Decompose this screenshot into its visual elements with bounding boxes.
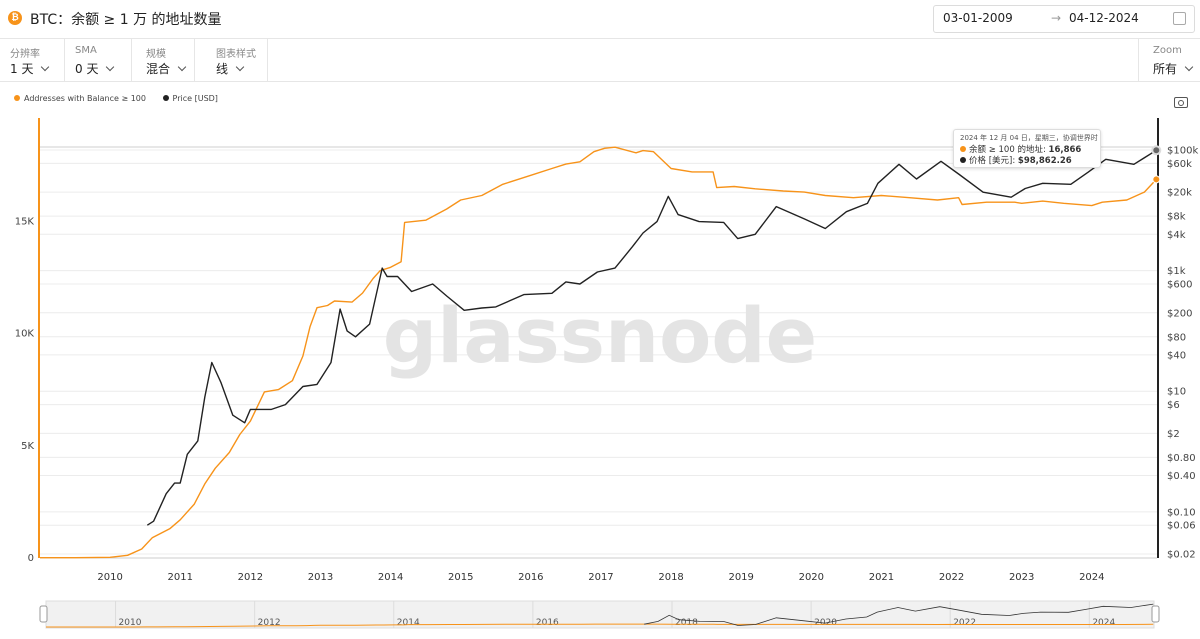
bitcoin-icon: ₿ bbox=[8, 11, 22, 25]
y-right-tick-label: $100k bbox=[1167, 146, 1198, 157]
arrow-right-icon: → bbox=[1051, 11, 1062, 25]
zoom-select[interactable]: Zoom 所有 bbox=[1138, 39, 1200, 81]
resolution-value[interactable]: 1 天 bbox=[10, 60, 50, 77]
date-to[interactable]: 04-12-2024 bbox=[1069, 11, 1139, 25]
y-right-tick-label: $0.02 bbox=[1167, 550, 1196, 561]
zoom-value[interactable]: 所有 bbox=[1153, 60, 1194, 77]
y-right-tick-label: $0.80 bbox=[1167, 453, 1196, 464]
x-tick-label: 2019 bbox=[728, 572, 753, 583]
navigator-handle-right[interactable] bbox=[1151, 605, 1160, 623]
resolution-label: 分辨率 bbox=[10, 49, 40, 60]
page-header: ₿ BTC：余额 ≥ 1 万 的地址数量 03-01-2009 → 04-12-… bbox=[0, 0, 1200, 39]
navigator-tick-label: 2024 bbox=[1092, 618, 1115, 628]
x-tick-label: 2016 bbox=[518, 572, 543, 583]
tooltip-dot bbox=[960, 157, 966, 163]
y-right-tick-label: $2 bbox=[1167, 429, 1180, 440]
navigator-series-price bbox=[644, 603, 1154, 626]
navigator-tick-label: 2016 bbox=[536, 618, 559, 628]
y-right-tick-label: $6 bbox=[1167, 400, 1180, 411]
tooltip-date: 2024 年 12 月 04 日，星期三，协调世界时 bbox=[960, 134, 1098, 142]
chart-legend: Addresses with Balance ≥ 100 Price [USD] bbox=[14, 94, 232, 103]
scale-label: 规模 bbox=[146, 49, 166, 60]
y-left-tick-label: 10K bbox=[15, 329, 35, 340]
navigator-tick-label: 2022 bbox=[953, 618, 976, 628]
y-left-tick-label: 15K bbox=[15, 216, 35, 227]
tooltip-value: $98,862.26 bbox=[1017, 156, 1072, 166]
y-left-tick-label: 5K bbox=[21, 441, 34, 452]
navigator-series-addresses bbox=[46, 623, 1154, 628]
sma-value[interactable]: 0 天 bbox=[75, 60, 115, 77]
y-right-tick-label: $8k bbox=[1167, 212, 1186, 223]
y-right-tick-label: $60k bbox=[1167, 159, 1192, 170]
navigator-handle-left[interactable] bbox=[39, 605, 48, 623]
tooltip-value: 16,866 bbox=[1048, 145, 1082, 155]
tooltip-dot bbox=[960, 146, 966, 152]
page-title: BTC：余额 ≥ 1 万 的地址数量 bbox=[30, 12, 222, 28]
hover-marker-addresses bbox=[1152, 175, 1161, 184]
legend-dot bbox=[14, 95, 20, 101]
x-tick-label: 2015 bbox=[448, 572, 473, 583]
x-tick-label: 2011 bbox=[168, 572, 193, 583]
x-tick-label: 2013 bbox=[308, 572, 333, 583]
navigator-tick-label: 2012 bbox=[258, 618, 281, 628]
x-tick-label: 2012 bbox=[238, 572, 263, 583]
y-right-tick-label: $1k bbox=[1167, 266, 1186, 277]
x-tick-label: 2022 bbox=[939, 572, 964, 583]
x-tick-label: 2024 bbox=[1079, 572, 1104, 583]
y-right-tick-label: $40 bbox=[1167, 350, 1186, 361]
sma-label: SMA bbox=[75, 45, 97, 56]
y-left-tick-label: 0 bbox=[28, 553, 34, 564]
legend-dot bbox=[162, 95, 169, 101]
legend-label: Price [USD] bbox=[172, 94, 218, 103]
date-from[interactable]: 03-01-2009 bbox=[943, 11, 1013, 25]
y-right-tick-label: $20k bbox=[1167, 188, 1192, 199]
navigator-window bbox=[45, 600, 1155, 629]
chart-style-label: 图表样式 bbox=[216, 49, 256, 60]
resolution-select[interactable]: 分辨率 1 天 bbox=[0, 39, 65, 81]
y-right-tick-label: $0.06 bbox=[1167, 521, 1196, 532]
y-right-tick-label: $0.10 bbox=[1167, 507, 1196, 518]
scale-select[interactable]: 规模 混合 bbox=[132, 39, 195, 81]
navigator-tick-label: 2018 bbox=[675, 618, 698, 628]
tooltip-row-addresses: 余额 ≥ 100 的地址: 16,866 bbox=[960, 143, 1081, 155]
y-right-tick-label: $600 bbox=[1167, 279, 1192, 290]
x-tick-label: 2023 bbox=[1009, 572, 1034, 583]
navigator-tick-label: 2014 bbox=[397, 618, 420, 628]
legend-item-addresses[interactable]: Addresses with Balance ≥ 100 bbox=[14, 94, 146, 103]
x-tick-label: 2021 bbox=[869, 572, 894, 583]
series-line-addresses bbox=[40, 146, 1157, 559]
x-tick-label: 2018 bbox=[658, 572, 683, 583]
calendar-icon[interactable] bbox=[1173, 12, 1186, 25]
chart-style-value[interactable]: 线 bbox=[216, 60, 245, 77]
legend-item-price[interactable]: Price [USD] bbox=[162, 94, 218, 103]
x-tick-label: 2010 bbox=[97, 572, 122, 583]
y-right-tick-label: $80 bbox=[1167, 332, 1186, 343]
y-right-tick-label: $4k bbox=[1167, 230, 1186, 241]
scale-value[interactable]: 混合 bbox=[146, 60, 187, 77]
y-right-tick-label: $200 bbox=[1167, 308, 1192, 319]
chart-tooltip: 2024 年 12 月 04 日，星期三，协调世界时 余额 ≥ 100 的地址:… bbox=[953, 129, 1101, 168]
navigator-tick-label: 2010 bbox=[119, 618, 142, 628]
y-right-tick-label: $10 bbox=[1167, 387, 1186, 398]
x-tick-label: 2014 bbox=[378, 572, 403, 583]
date-range-picker[interactable]: 03-01-2009 → 04-12-2024 bbox=[933, 5, 1195, 33]
y-right-tick-label: $0.40 bbox=[1167, 471, 1196, 482]
zoom-label: Zoom bbox=[1153, 45, 1182, 56]
watermark: glassnode bbox=[383, 291, 817, 380]
x-tick-label: 2020 bbox=[799, 572, 824, 583]
series-line-price bbox=[146, 149, 1157, 526]
camera-icon[interactable] bbox=[1174, 97, 1188, 108]
tooltip-row-price: 价格 [美元]: $98,862.26 bbox=[960, 154, 1072, 166]
legend-label: Addresses with Balance ≥ 100 bbox=[24, 94, 146, 103]
chart-style-select[interactable]: 图表样式 线 bbox=[195, 39, 268, 81]
x-tick-label: 2017 bbox=[588, 572, 613, 583]
hover-marker-price bbox=[1151, 145, 1162, 156]
chart-toolbar: 分辨率 1 天 SMA 0 天 规模 混合 图表样式 线 Zoom 所有 bbox=[0, 39, 1200, 82]
sma-select[interactable]: SMA 0 天 bbox=[65, 39, 132, 81]
